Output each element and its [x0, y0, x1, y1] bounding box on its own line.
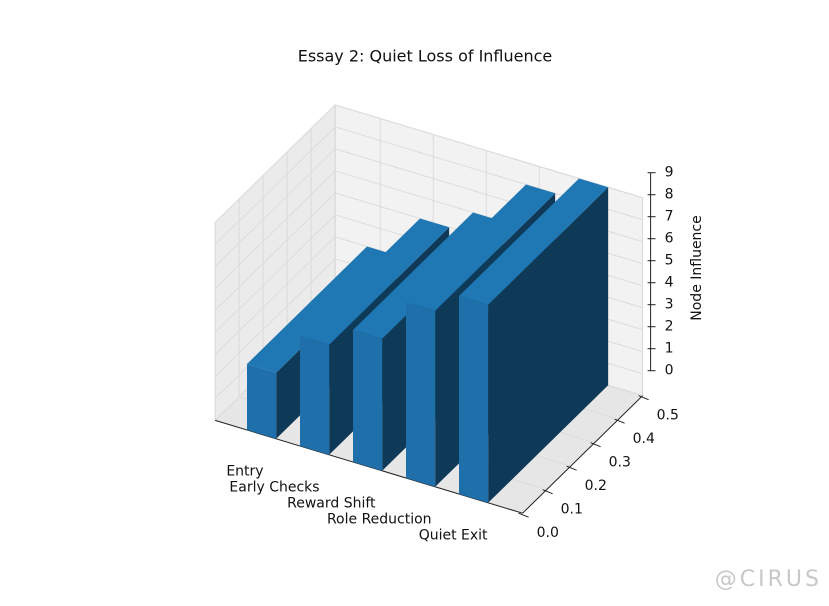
y-tick: [566, 465, 577, 471]
x-tick-label: Entry: [226, 463, 263, 479]
z-tick-label: 5: [665, 253, 674, 269]
chart-title: Essay 2: Quiet Loss of Influence: [298, 47, 553, 66]
bar: [459, 178, 609, 503]
bar-side: [488, 187, 609, 503]
bar-top: [353, 212, 503, 339]
y-axis: [522, 395, 643, 514]
y-tick: [542, 489, 553, 495]
bar-front: [300, 336, 330, 455]
z-tick-label: 8: [665, 187, 674, 203]
z-tick-label: 2: [665, 319, 674, 335]
y-tick-label: 0.3: [609, 455, 631, 471]
y-tick: [590, 442, 601, 448]
bar-top: [247, 246, 397, 373]
z-tick-label: 0: [665, 363, 674, 379]
bar-front: [353, 330, 383, 471]
y-tick: [614, 418, 625, 424]
y-tick-label: 0.2: [585, 478, 607, 494]
watermark: @CIRUS: [715, 567, 822, 592]
y-tick: [518, 512, 529, 518]
y-tick: [638, 395, 649, 401]
x-tick-label: Role Reduction: [327, 511, 432, 527]
y-tick-label: 0.5: [657, 408, 679, 424]
z-tick-label: 9: [665, 165, 674, 181]
z-axis-label: Node Influence: [689, 215, 705, 320]
x-tick-label: Reward Shift: [287, 495, 376, 511]
bar-top: [459, 178, 609, 305]
z-tick-label: 4: [665, 275, 674, 291]
z-tick-label: 1: [665, 341, 674, 357]
y-tick-label: 0.4: [633, 431, 655, 447]
x-tick-label: Quiet Exit: [419, 527, 488, 543]
bar-top: [406, 184, 556, 311]
x-tick-label: Early Checks: [229, 479, 319, 495]
z-tick-label: 3: [665, 297, 674, 313]
z-tick-label: 6: [665, 231, 674, 247]
bar-front: [459, 296, 489, 503]
bar-front: [406, 302, 436, 487]
z-tick-label: 7: [665, 209, 674, 225]
y-tick-label: 0.0: [537, 525, 559, 541]
y-tick-label: 0.1: [561, 502, 583, 518]
bar-front: [247, 364, 277, 439]
bar-top: [300, 218, 450, 345]
